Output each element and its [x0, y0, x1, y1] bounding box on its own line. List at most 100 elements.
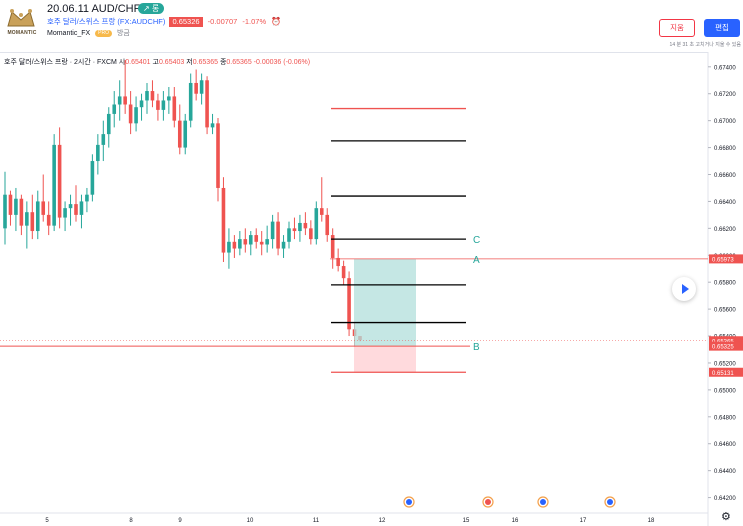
candle-body: [57, 144, 62, 218]
level-label-c: C: [473, 235, 480, 246]
candle-body: [210, 123, 215, 128]
y-tick-label: 0.64200: [714, 496, 736, 502]
author-line: Momantic_FX PRO 방금: [47, 28, 130, 38]
gear-icon[interactable]: ⚙: [721, 511, 731, 523]
alarm-clock-icon[interactable]: ⏰: [271, 17, 282, 26]
author-name[interactable]: Momantic_FX: [47, 30, 91, 37]
candle-body: [85, 194, 89, 202]
y-tick-label: 0.66400: [714, 200, 736, 206]
y-tick-label: 0.66200: [714, 227, 736, 233]
stop-zone: [354, 346, 416, 373]
y-tick-label: 0.66800: [714, 146, 736, 152]
event-flag-dot: [607, 499, 613, 505]
x-tick-label: 16: [512, 518, 519, 524]
delete-button[interactable]: 지움: [659, 19, 695, 37]
candle-body: [221, 187, 226, 253]
legend-close-label: 종: [219, 59, 227, 66]
candle-body: [117, 96, 122, 105]
candle-body: [330, 235, 335, 258]
candle-body: [309, 228, 313, 240]
candle-body: [319, 208, 324, 215]
candle-body: [134, 107, 138, 124]
x-tick-label: 8: [129, 518, 133, 524]
legend-open: 0.65401: [125, 59, 151, 66]
candle-body: [156, 100, 160, 110]
candle-body: [238, 239, 242, 249]
candle-body: [79, 201, 84, 215]
candle-body: [292, 228, 297, 232]
legend-close: 0.65365: [226, 59, 252, 66]
idea-header: MOMANTIC 20.06.11 AUD/CHF ↗ 롱 호주 달러/스위스 …: [0, 0, 743, 52]
y-tick-label: 0.64400: [714, 469, 736, 475]
target-zone: [354, 258, 416, 347]
edit-button[interactable]: 편집: [704, 19, 740, 37]
candle-body: [287, 228, 291, 242]
price-label-text: 0.65131: [712, 371, 734, 377]
candle-body: [248, 235, 253, 245]
candle-body: [46, 214, 51, 226]
candle-body: [123, 96, 127, 105]
candle-body: [19, 198, 24, 226]
candle-body: [216, 123, 220, 188]
price-label-bg: [709, 367, 743, 377]
price-label-text: 0.65325: [712, 345, 734, 351]
candle-body: [167, 96, 171, 101]
legend-open-label: 시: [118, 59, 126, 66]
price-label-text: 0.65973: [712, 257, 734, 263]
y-tick-label: 0.65600: [714, 308, 736, 314]
y-tick-label: 0.65000: [714, 388, 736, 394]
candle-body: [52, 144, 56, 226]
candle-body: [63, 208, 67, 218]
y-tick-label: 0.67400: [714, 65, 736, 71]
candle-body: [74, 204, 78, 215]
brand-logo: MOMANTIC: [2, 6, 40, 38]
candle-body: [68, 204, 73, 209]
candle-body: [325, 214, 330, 236]
candle-body: [25, 212, 29, 226]
candle-body: [161, 100, 166, 110]
candle-body: [265, 239, 269, 245]
candle-body: [177, 120, 182, 148]
y-tick-label: 0.67000: [714, 119, 736, 125]
candle-body: [194, 82, 198, 94]
candle-body: [227, 241, 231, 253]
candle-body: [145, 91, 149, 101]
candle-body: [243, 239, 248, 245]
legend-change: -0.00036 (-0.06%): [253, 59, 311, 66]
candle-body: [101, 134, 106, 145]
price-change-pct: -1.07%: [242, 17, 267, 26]
candle-body: [3, 194, 7, 229]
candle-body: [259, 241, 264, 245]
candle-body: [112, 104, 117, 114]
candle-body: [276, 221, 280, 249]
price-change: -0.00707: [207, 17, 238, 26]
time-ago: 방금: [116, 30, 130, 37]
candle-body: [199, 80, 204, 94]
y-tick-label: 0.64600: [714, 442, 736, 448]
event-flag-dot: [485, 499, 491, 505]
price-chart[interactable]: 0.67400 0.67200 0.67000 0.66800 0.66600 0.664…: [0, 52, 743, 526]
symbol-link[interactable]: 호주 달러/스위스 프랑 (FX:AUDCHF): [47, 17, 166, 26]
play-icon[interactable]: [672, 277, 696, 301]
candle-body: [172, 96, 177, 121]
price-axis: [708, 52, 743, 526]
candle-body: [41, 201, 46, 215]
price-label-bg: [709, 336, 743, 346]
candle-body: [270, 221, 275, 240]
chart-pane[interactable]: [0, 52, 743, 526]
candle-body: [8, 194, 13, 215]
candle-body: [183, 120, 188, 148]
candle-body: [303, 222, 308, 229]
pro-badge: PRO: [95, 29, 112, 37]
candle-body: [35, 201, 40, 232]
candle-body: [341, 266, 346, 279]
candle-body: [298, 222, 302, 232]
x-tick-label: 12: [379, 518, 386, 524]
legend-high-label: 고: [152, 59, 159, 66]
legend-symbol: 호주 달러/스위스 프랑 · 2시간 · FXCM: [4, 59, 117, 66]
y-tick-label: 0.66600: [714, 173, 736, 179]
x-tick-label: 9: [178, 518, 182, 524]
x-tick-label: 11: [313, 518, 320, 524]
candle-body: [336, 257, 340, 267]
x-tick-label: 17: [580, 518, 587, 524]
